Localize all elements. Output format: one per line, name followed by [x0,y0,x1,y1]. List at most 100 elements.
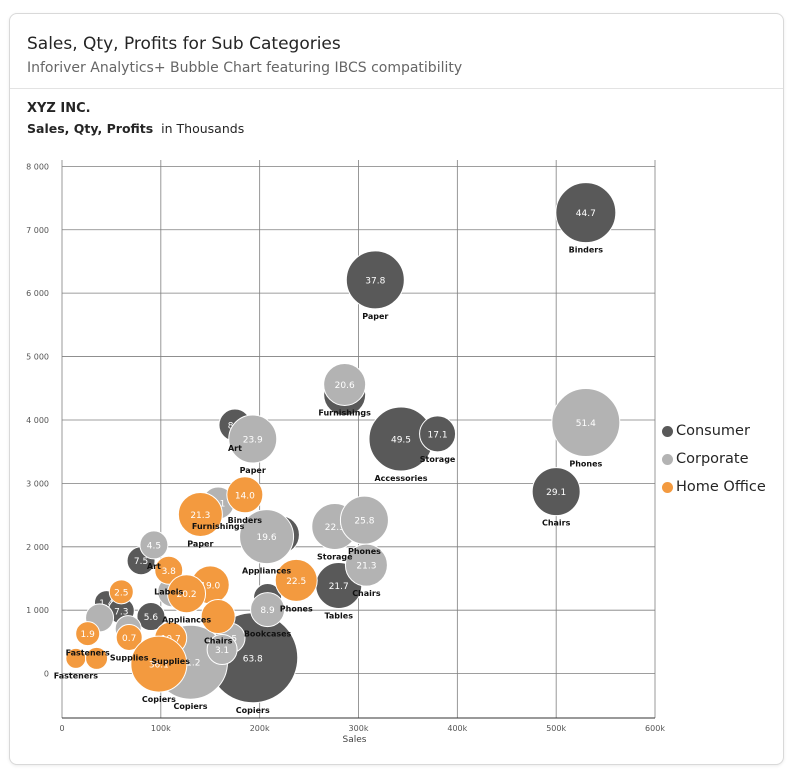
bubble-home-office [274,558,318,602]
bubble-home-office [115,623,143,651]
bubble-value-label: 19.6 [257,533,277,543]
bubble-consumer [555,182,617,244]
legend-dot [662,425,673,437]
legend-dot [662,481,673,493]
x-tick-label: 500k [546,724,566,733]
bubble-value-label: 23.9 [243,436,263,446]
legend-item-corporate[interactable]: Corporate [662,445,766,473]
bubble-category-label: Furnishings [318,408,371,417]
bubble-category-label: Paper [240,466,266,475]
legend-item-home-office[interactable]: Home Office [662,473,766,501]
bubble-value-label: 51.2 [180,659,200,669]
bubble-category-label: Chairs [352,589,381,598]
bubble-value-label: 21.7 [329,582,349,592]
bubble-value-label: 29.1 [546,488,566,498]
y-tick-label: 4 000 [26,416,49,425]
bubble-value-label: 1.9 [81,630,96,640]
y-tick-label: 5 000 [26,353,49,362]
bubble-category-label: Fasteners [54,671,98,680]
bubble-corporate [344,543,388,587]
bubble-corporate [206,634,238,666]
legend-dot [662,453,673,465]
x-axis-title: Sales [343,735,367,745]
bubble-consumer [531,467,581,517]
y-tick-label: 3 000 [26,479,49,488]
bubble-category-label: Paper [362,312,388,321]
measure-title: Sales, Qty, Profits [27,121,154,136]
card-title: Sales, Qty, Profits for Sub Categories [27,34,341,54]
bubble-value-label: 5.6 [144,613,159,623]
bubble-value-label: 22.5 [286,577,306,587]
bubble-consumer [136,602,166,632]
bubble-home-office [85,646,109,670]
bubble-category-label: Copiers [173,702,207,711]
bubble-corporate [250,592,286,628]
x-tick-label: 300k [349,724,369,733]
bubble-value-label: 3.1 [215,646,229,656]
bubble-category-label: Phones [569,460,602,469]
bubble-value-label: 21.3 [190,511,210,521]
bubble-value-label: 0.7 [122,634,136,644]
unit-label: in Thousands [161,121,245,136]
bubble-home-office [75,621,101,647]
bubble-value-label: 4.5 [147,541,161,551]
y-tick-label: 0 [44,670,49,679]
bubble-category-label: Binders [569,246,604,255]
x-tick-label: 0 [59,724,64,733]
bubble-value-label: 63.8 [243,654,263,664]
bubble-category-label: Furnishings [192,522,245,531]
bubble-category-label: Binders [228,516,263,525]
company-name: XYZ INC. [27,101,91,116]
bubble-value-label: 8.9 [260,606,275,616]
bubble-category-label: Appliances [162,616,211,625]
bubble-home-office [130,635,188,693]
bubble-value-label: 49.5 [391,436,411,446]
bubble-value-label: 7.5 [134,557,148,567]
bubble-category-label: Tables [324,611,353,620]
legend-label: Home Office [676,479,766,495]
bubble-home-office [154,555,184,585]
bubble-category-label: Copiers [236,706,270,715]
legend-item-consumer[interactable]: Consumer [662,417,766,445]
bubble-value-label: 20.6 [335,381,355,391]
bubble-category-label: Accessories [374,474,427,483]
bubble-corporate [239,509,295,565]
bubbles: 44.737.849.517.18.329.121.77.51.47.35.66… [65,182,621,704]
bubble-value-label: 19.0 [200,581,220,591]
bubble-consumer [345,250,405,310]
legend-label: Consumer [676,423,750,439]
bubble-corporate [228,414,278,464]
bubble-value-label: 22.3 [325,523,345,533]
bubble-value-label: 44.7 [576,209,596,219]
y-tick-label: 8 000 [26,162,49,171]
bubble-category-label: Phones [348,547,381,556]
bubble-category-label: Appliances [242,567,291,576]
bubble-home-office [226,476,264,514]
x-tick-label: 600k [645,724,665,733]
bubble-value-label: 25.8 [354,517,374,527]
bubble-value-label: 7.3 [114,607,128,617]
bubble-category-label: Chairs [542,519,571,528]
x-tick-label: 200k [250,724,270,733]
bubble-category-label: Labels [154,587,183,596]
bubble-value-label: 20.2 [177,590,197,600]
bubble-value-label: 1.4 [99,599,114,609]
bubble-category-label: Paper [187,539,213,548]
bubble-home-office [167,574,207,614]
x-tick-label: 400k [447,724,467,733]
bubble-value-label: 37.8 [365,276,385,286]
bubble-consumer [419,415,457,453]
bubble-value-label: 3.8 [162,567,177,577]
y-tick-label: 6 000 [26,289,49,298]
legend-label: Corporate [676,451,749,467]
header-divider [10,88,783,89]
gridlines: 0 1 000 2 000 3 000 4 000 5 000 6 000 7 000 8 00… [26,160,665,733]
bubble-home-office [177,491,223,537]
chart-legend: Consumer Corporate Home Office [662,417,766,501]
bubble-value-label: 36.1 [149,661,169,671]
bubble-value-label: 21.3 [356,562,376,572]
bubble-category-label: Supplies [110,653,149,662]
bubble-category-label: Fasteners [66,649,110,658]
y-tick-label: 1 000 [26,606,49,615]
